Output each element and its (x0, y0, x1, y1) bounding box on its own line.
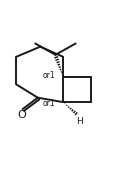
Text: H: H (76, 117, 83, 126)
Text: O: O (17, 110, 26, 120)
Text: or1: or1 (42, 71, 55, 80)
Text: or1: or1 (42, 99, 55, 108)
